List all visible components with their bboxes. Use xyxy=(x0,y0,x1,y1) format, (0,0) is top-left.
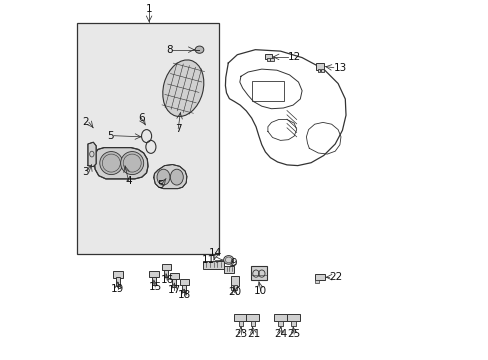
Text: 18: 18 xyxy=(177,290,190,300)
Bar xyxy=(230,285,233,290)
Bar xyxy=(314,274,324,280)
Bar xyxy=(230,276,238,286)
Bar xyxy=(320,69,323,72)
Text: 12: 12 xyxy=(287,52,300,62)
Bar xyxy=(265,54,271,59)
Polygon shape xyxy=(153,165,186,189)
Bar xyxy=(316,63,324,70)
Bar xyxy=(286,314,299,321)
Text: 10: 10 xyxy=(254,286,267,296)
Bar xyxy=(161,264,170,270)
Ellipse shape xyxy=(157,169,170,185)
Bar xyxy=(224,266,234,273)
Bar xyxy=(315,280,318,283)
Text: 9: 9 xyxy=(230,258,237,268)
Bar xyxy=(273,314,286,321)
Bar xyxy=(203,261,224,269)
Ellipse shape xyxy=(121,152,143,175)
Text: 7: 7 xyxy=(175,123,181,134)
Text: 14: 14 xyxy=(209,248,222,258)
Bar xyxy=(234,285,237,290)
Bar xyxy=(179,279,188,285)
Bar xyxy=(116,278,120,286)
Bar xyxy=(77,23,219,254)
Text: 1: 1 xyxy=(145,4,152,14)
Ellipse shape xyxy=(170,169,183,185)
Bar xyxy=(234,314,247,321)
Bar xyxy=(270,58,273,61)
Text: 15: 15 xyxy=(148,282,162,292)
Bar xyxy=(238,321,243,326)
Text: 6: 6 xyxy=(138,113,144,123)
Text: 22: 22 xyxy=(329,272,342,282)
Text: 19: 19 xyxy=(111,284,124,294)
Text: 24: 24 xyxy=(273,329,286,339)
Ellipse shape xyxy=(223,256,233,264)
Text: 13: 13 xyxy=(333,63,346,73)
Bar xyxy=(266,58,270,61)
Ellipse shape xyxy=(100,152,122,175)
Ellipse shape xyxy=(163,60,203,117)
Text: 23: 23 xyxy=(234,329,247,339)
Polygon shape xyxy=(88,142,96,167)
Polygon shape xyxy=(94,148,148,179)
Text: 4: 4 xyxy=(125,176,132,186)
Text: 5: 5 xyxy=(157,180,164,190)
Bar xyxy=(246,314,259,321)
Text: 11: 11 xyxy=(202,255,215,265)
Text: 16: 16 xyxy=(160,275,173,285)
Bar xyxy=(250,266,266,280)
Bar xyxy=(278,321,282,326)
Bar xyxy=(291,321,295,326)
Bar xyxy=(317,69,320,72)
Text: 5: 5 xyxy=(107,131,114,141)
Text: 8: 8 xyxy=(165,45,172,55)
Text: 2: 2 xyxy=(82,117,89,127)
Bar xyxy=(148,271,159,277)
Bar xyxy=(164,270,167,277)
Ellipse shape xyxy=(195,46,203,53)
Bar xyxy=(182,285,185,292)
Text: 25: 25 xyxy=(287,329,300,339)
Text: 20: 20 xyxy=(227,287,241,297)
Bar xyxy=(113,271,122,278)
Bar xyxy=(251,81,284,101)
Text: 17: 17 xyxy=(167,285,181,295)
Bar xyxy=(172,279,176,287)
Text: 3: 3 xyxy=(82,167,89,177)
Text: 21: 21 xyxy=(246,329,260,339)
Bar xyxy=(169,273,179,279)
Bar xyxy=(151,277,156,285)
Bar xyxy=(250,321,254,326)
